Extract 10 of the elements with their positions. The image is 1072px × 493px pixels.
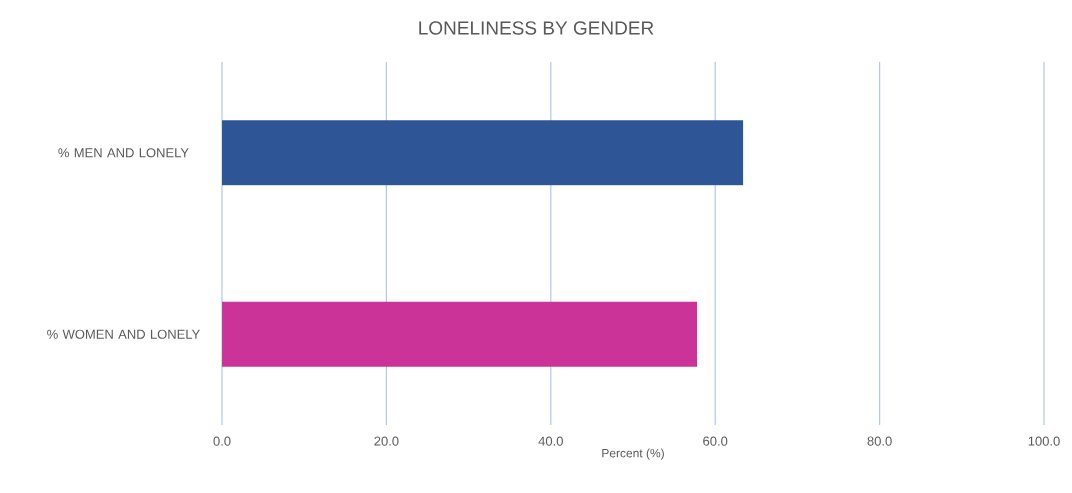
x-tick-label: 80.0 [867, 436, 892, 446]
x-tick-label: 100.0 [1028, 436, 1060, 446]
y-tick-label: % WOMEN AND LONELY [47, 329, 200, 339]
y-tick-label: % MEN AND LONELY [58, 148, 189, 158]
x-tick-label: 40.0 [538, 436, 563, 446]
x-axis-title: Percent (%) [602, 448, 664, 460]
x-tick-label: 20.0 [374, 436, 399, 446]
x-tick-label: 60.0 [703, 436, 728, 446]
chart-title: LONELINESS BY GENDER [419, 21, 654, 35]
x-tick-label: 0.0 [213, 436, 231, 446]
